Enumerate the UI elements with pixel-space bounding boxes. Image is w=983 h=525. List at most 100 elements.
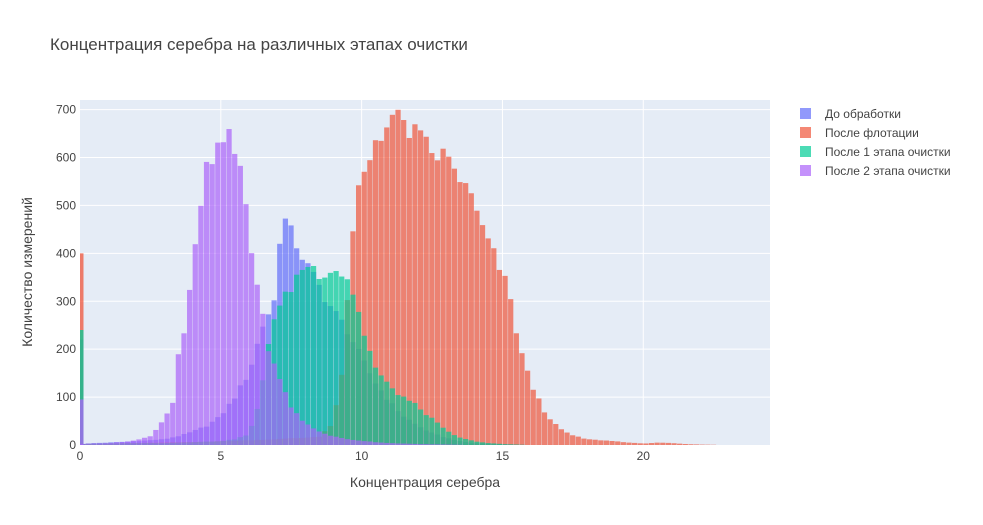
legend-item-before-processing[interactable]: До обработки — [800, 107, 901, 121]
histogram-bar — [310, 428, 317, 445]
histogram-bar — [508, 299, 514, 445]
histogram-bar — [479, 442, 486, 445]
histogram-bar — [198, 205, 204, 445]
histogram-bar — [620, 442, 626, 445]
histogram-bar — [446, 431, 452, 445]
histogram-bar — [474, 441, 480, 445]
histogram-bar — [412, 402, 418, 445]
legend-item-after-stage-2[interactable]: После 2 этапа очистки — [800, 164, 951, 178]
histogram-bar — [440, 444, 446, 445]
histogram-bar — [316, 431, 322, 445]
histogram-bar — [401, 396, 407, 445]
y-tick-label: 600 — [56, 151, 76, 165]
histogram-bar — [665, 442, 672, 445]
histogram-bar — [558, 429, 565, 445]
histogram-bar — [412, 124, 418, 445]
histogram-bar — [615, 441, 621, 445]
histogram-bar — [586, 439, 593, 445]
histogram-bar — [361, 441, 367, 445]
histogram-bar — [378, 442, 384, 445]
histogram-bar — [333, 271, 339, 445]
histogram-bar — [299, 420, 305, 445]
x-tick-label: 20 — [637, 449, 651, 463]
y-tick-label: 100 — [56, 390, 76, 404]
histogram-bar — [333, 436, 339, 445]
histogram-bar — [429, 153, 435, 445]
histogram-bar — [485, 443, 491, 445]
legend-item-after-flotation[interactable]: После флотации — [800, 126, 919, 140]
histogram-bar — [401, 120, 407, 445]
histogram-bar — [170, 402, 176, 445]
histogram-bar — [401, 443, 407, 445]
histogram-bar — [693, 444, 700, 445]
legend-item-after-stage-1[interactable]: После 1 этапа очистки — [800, 145, 951, 159]
y-tick-label: 300 — [56, 294, 76, 308]
y-tick-label: 500 — [56, 198, 76, 212]
histogram-bar — [553, 424, 559, 445]
histogram-bar — [530, 389, 536, 445]
histogram-bar — [541, 412, 548, 445]
histogram-bar — [491, 248, 497, 445]
histogram-bar — [232, 153, 238, 445]
histogram-bar — [384, 127, 390, 445]
histogram-bar — [502, 275, 508, 445]
y-tick-label: 0 — [69, 438, 76, 452]
histogram-bar — [406, 137, 412, 445]
histogram-bar — [671, 443, 677, 445]
histogram-bar — [592, 439, 598, 445]
histogram-bar — [378, 375, 384, 445]
histogram-bar — [429, 417, 435, 445]
histogram-bar — [513, 333, 519, 445]
histogram-bar — [288, 407, 294, 445]
histogram-bar — [547, 419, 553, 445]
histogram-bar — [203, 161, 210, 445]
histogram-bar — [243, 204, 249, 445]
histogram-bar — [384, 381, 390, 445]
histogram-bar — [344, 439, 350, 445]
histogram-bar — [637, 443, 643, 445]
x-tick-label: 0 — [77, 449, 84, 463]
histogram-bar — [688, 444, 694, 445]
histogram-bar — [389, 443, 396, 445]
histogram-bar — [581, 438, 587, 445]
histogram-bar — [457, 437, 463, 445]
bars-layer — [80, 109, 717, 446]
legend[interactable]: До обработки После флотации После 1 этап… — [800, 107, 951, 178]
histogram-bar — [524, 370, 531, 445]
histogram-bar — [136, 439, 142, 445]
histogram-bar — [215, 142, 221, 446]
legend-swatch-after-stage-1 — [800, 146, 811, 157]
histogram-bar — [271, 363, 277, 445]
histogram-bar — [226, 129, 232, 445]
legend-swatch-before-processing — [800, 108, 811, 119]
histogram-bar — [102, 443, 108, 445]
histogram-bar — [643, 443, 649, 445]
histogram-bar — [468, 193, 474, 445]
histogram-bar — [310, 265, 317, 445]
histogram-bar — [378, 140, 384, 445]
legend-swatch-after-flotation — [800, 127, 811, 138]
histogram-bar — [85, 443, 91, 445]
histogram-bar — [609, 440, 615, 445]
histogram-bar — [367, 441, 373, 445]
histogram-bar — [451, 435, 457, 445]
histogram-bar — [260, 313, 266, 445]
histogram-bar — [626, 442, 632, 445]
histogram-bar — [648, 443, 655, 445]
y-tick-label: 700 — [56, 103, 76, 117]
histogram-bar — [406, 400, 412, 445]
histogram-bar — [350, 439, 356, 445]
histogram-bar — [412, 443, 418, 445]
histogram-bar — [564, 432, 570, 445]
histogram-bar — [187, 289, 193, 445]
histogram-bar — [389, 114, 396, 446]
legend-label-after-stage-2: После 2 этапа очистки — [825, 164, 951, 178]
histogram-bar — [434, 160, 441, 445]
histogram-bar — [113, 442, 120, 445]
histogram-bar — [603, 440, 610, 445]
histogram-bar — [598, 440, 604, 445]
histogram-bar — [277, 378, 283, 445]
histogram-bar — [367, 160, 373, 446]
histogram-bar — [147, 436, 153, 445]
histogram-bar — [632, 442, 638, 445]
